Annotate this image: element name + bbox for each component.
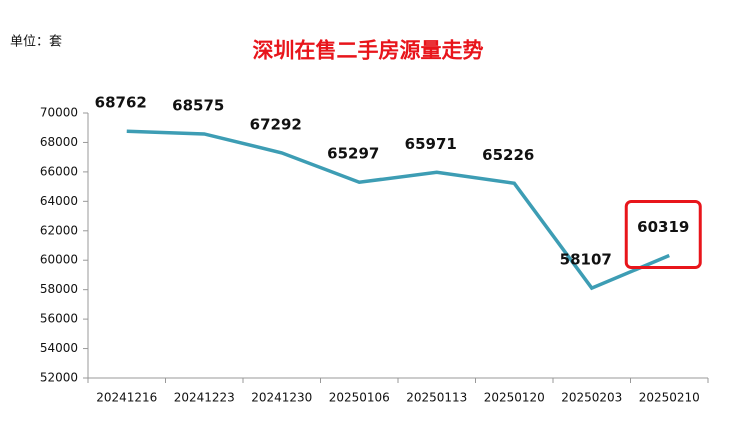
- highlight-box: [624, 200, 702, 270]
- value-label: 65226: [482, 146, 534, 164]
- value-label: 68575: [172, 96, 224, 114]
- x-tick-label: 20241216: [96, 391, 157, 405]
- y-tick-label: 56000: [40, 312, 78, 326]
- y-tick-label: 62000: [40, 223, 78, 237]
- x-tick-label: 20250120: [484, 391, 545, 405]
- x-tick-label: 20241230: [251, 391, 312, 405]
- value-label: 58107: [560, 251, 612, 269]
- chart-title: 深圳在售二手房源量走势: [253, 38, 484, 63]
- y-tick-label: 70000: [40, 106, 78, 120]
- y-tick-label: 66000: [40, 164, 78, 178]
- value-label: 60319: [637, 218, 689, 236]
- y-tick-label: 54000: [40, 341, 78, 355]
- line: [126, 129, 670, 291]
- x-tick-label: 20250210: [639, 391, 700, 405]
- y-tick-label: 64000: [40, 194, 78, 208]
- value-label: 68762: [95, 94, 147, 112]
- x-tick-label: 20250203: [561, 391, 622, 405]
- y-tick-label: 52000: [40, 371, 78, 385]
- x-tick-label: 20250106: [329, 391, 390, 405]
- x-tick-label: 20250113: [406, 391, 467, 405]
- y-tick-label: 58000: [40, 282, 78, 296]
- value-label: 65297: [327, 145, 379, 163]
- value-label: 67292: [250, 115, 302, 133]
- unit-label: 单位：套: [10, 34, 62, 50]
- x-tick-label: 20241223: [174, 391, 235, 405]
- value-label: 65971: [405, 135, 457, 153]
- y-tick-label: 68000: [40, 135, 78, 149]
- y-tick-label: 60000: [40, 253, 78, 267]
